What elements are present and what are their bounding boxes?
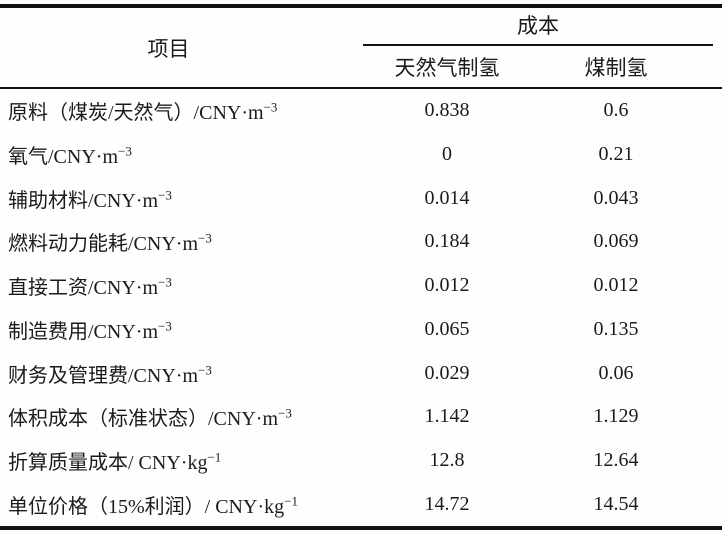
unit-superscript: −1 <box>284 493 298 509</box>
row-label-text: 氧气/CNY·m <box>8 146 118 169</box>
cell-coal: 0.6 <box>603 99 629 122</box>
cell-coal: 12.64 <box>593 448 639 471</box>
unit-superscript: −3 <box>118 143 132 159</box>
row-label-text: 直接工资/CNY·m <box>8 277 158 300</box>
row-label: 直接工资/CNY·m−3 <box>0 271 363 300</box>
table-body: 原料（煤炭/天然气）/CNY·m−3 0.838 0.6 氧气/CNY·m−3 … <box>0 89 722 526</box>
cell-natural-gas: 0 <box>442 143 452 166</box>
cell-natural-gas: 0.065 <box>424 317 470 340</box>
row-label: 单位价格（15%利润）/ CNY·kg−1 <box>0 490 363 519</box>
table-bottom-rule <box>0 526 722 530</box>
row-label-text: 折算质量成本/ CNY·kg <box>8 451 208 474</box>
cell-coal: 14.54 <box>593 492 639 515</box>
row-label: 辅助材料/CNY·m−3 <box>0 184 363 213</box>
row-label-text: 燃料动力能耗/CNY·m <box>8 233 198 256</box>
unit-superscript: −3 <box>198 230 212 246</box>
table-header: 项目 成本 天然气制氢 煤制氢 <box>0 8 722 89</box>
row-label-text: 辅助材料/CNY·m <box>8 189 158 212</box>
table-row: 制造费用/CNY·m−3 0.065 0.135 <box>0 308 722 352</box>
cell-coal: 1.129 <box>593 405 639 428</box>
cell-natural-gas: 12.8 <box>429 448 465 471</box>
header-cost: 成本 <box>517 14 559 38</box>
row-label: 原料（煤炭/天然气）/CNY·m−3 <box>0 96 363 125</box>
table-row: 折算质量成本/ CNY·kg−1 12.8 12.64 <box>0 439 722 483</box>
row-label: 财务及管理费/CNY·m−3 <box>0 359 363 388</box>
cell-coal: 0.135 <box>593 317 639 340</box>
cell-coal: 0.012 <box>593 274 639 297</box>
unit-superscript: −3 <box>158 318 172 334</box>
table-row: 单位价格（15%利润）/ CNY·kg−1 14.72 14.54 <box>0 482 722 526</box>
row-label-text: 体积成本（标准状态）/CNY·m <box>8 408 278 431</box>
unit-superscript: −3 <box>158 274 172 290</box>
row-label-text: 财务及管理费/CNY·m <box>8 364 198 387</box>
unit-superscript: −3 <box>198 361 212 377</box>
cell-natural-gas: 0.012 <box>424 274 470 297</box>
table-row: 原料（煤炭/天然气）/CNY·m−3 0.838 0.6 <box>0 89 722 133</box>
row-label-text: 单位价格（15%利润）/ CNY·kg <box>8 495 285 518</box>
cost-underline-rule <box>363 44 713 46</box>
cost-comparison-table: 项目 成本 天然气制氢 煤制氢 原料（煤炭/天然气）/CNY·m−3 0.838… <box>0 4 722 530</box>
cell-natural-gas: 0.838 <box>424 99 470 122</box>
row-label-text: 原料（煤炭/天然气）/CNY·m <box>8 102 264 125</box>
cell-coal: 0.21 <box>598 143 634 166</box>
cell-coal: 0.069 <box>593 230 639 253</box>
cell-natural-gas: 1.142 <box>424 405 470 428</box>
row-label: 制造费用/CNY·m−3 <box>0 315 363 344</box>
table-row: 辅助材料/CNY·m−3 0.014 0.043 <box>0 176 722 220</box>
table-row: 氧气/CNY·m−3 0 0.21 <box>0 133 722 177</box>
row-label: 燃料动力能耗/CNY·m−3 <box>0 227 363 256</box>
table-row: 体积成本（标准状态）/CNY·m−3 1.142 1.129 <box>0 395 722 439</box>
header-coal: 煤制氢 <box>584 55 648 80</box>
cell-natural-gas: 0.184 <box>424 230 470 253</box>
cell-coal: 0.043 <box>593 186 639 209</box>
row-label-text: 制造费用/CNY·m <box>8 320 158 343</box>
header-item: 项目 <box>147 36 190 61</box>
unit-superscript: −3 <box>158 187 172 203</box>
table-row: 财务及管理费/CNY·m−3 0.029 0.06 <box>0 351 722 395</box>
header-subcolumns: 天然气制氢 煤制氢 <box>363 46 701 87</box>
unit-superscript: −3 <box>263 99 278 115</box>
table-row: 燃料动力能耗/CNY·m−3 0.184 0.069 <box>0 220 722 264</box>
row-label: 氧气/CNY·m−3 <box>0 140 363 169</box>
cell-natural-gas: 14.72 <box>424 492 470 515</box>
cell-natural-gas: 0.014 <box>424 186 470 209</box>
table-row: 直接工资/CNY·m−3 0.012 0.012 <box>0 264 722 308</box>
table-top-rule <box>0 4 722 8</box>
cell-coal: 0.06 <box>598 361 634 384</box>
header-natural-gas: 天然气制氢 <box>394 55 500 80</box>
cell-natural-gas: 0.029 <box>424 361 470 384</box>
unit-superscript: −1 <box>207 449 222 465</box>
row-label: 体积成本（标准状态）/CNY·m−3 <box>0 402 363 431</box>
unit-superscript: −3 <box>278 405 292 421</box>
row-label: 折算质量成本/ CNY·kg−1 <box>0 446 363 475</box>
header-cost-group: 成本 天然气制氢 煤制氢 <box>363 8 722 87</box>
